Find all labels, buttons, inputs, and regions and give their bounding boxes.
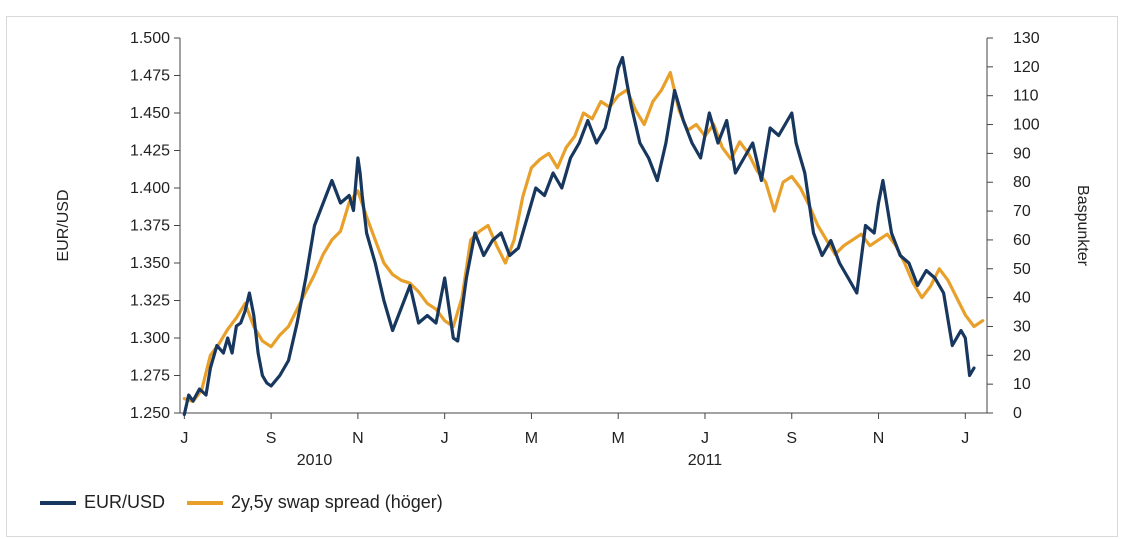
y-left-tick-label: 1.300 bbox=[130, 330, 170, 347]
y-right-tick-label: 110 bbox=[1013, 88, 1039, 105]
x-tick-label: J bbox=[441, 430, 449, 447]
x-tick-label: M bbox=[612, 430, 625, 447]
legend-label-swap-spread: 2y,5y swap spread (höger) bbox=[231, 492, 443, 512]
y-left-tick-label: 1.400 bbox=[130, 180, 170, 197]
y-left-tick-label: 1.350 bbox=[130, 255, 170, 272]
y-right-tick-label: 100 bbox=[1013, 117, 1040, 134]
legend-item-swap-spread: 2y,5y swap spread (höger) bbox=[187, 492, 443, 513]
y-right-tick-label: 130 bbox=[1013, 30, 1040, 47]
y-left-tick-label: 1.275 bbox=[130, 368, 170, 385]
axes-layer bbox=[174, 37, 993, 419]
y-left-tick-label: 1.500 bbox=[130, 30, 170, 47]
legend-label-eurusd: EUR/USD bbox=[84, 492, 166, 512]
chart-frame bbox=[6, 16, 1118, 537]
y-right-tick-label: 80 bbox=[1013, 174, 1031, 191]
y-left-tick-label: 1.475 bbox=[130, 68, 170, 85]
series-line-eurusd bbox=[182, 55, 976, 417]
y-left-tick-label: 1.425 bbox=[130, 143, 170, 160]
y-right-tick-label: 50 bbox=[1013, 261, 1031, 278]
legend-item-eurusd: EUR/USD bbox=[40, 492, 165, 513]
x-tick-label: S bbox=[266, 430, 277, 447]
y-right-tick-label: 10 bbox=[1013, 376, 1031, 393]
x-tick-label: J bbox=[701, 430, 709, 447]
x-tick-label: N bbox=[352, 430, 364, 447]
legend-swatch-eurusd bbox=[40, 500, 76, 505]
x-tick-label: J bbox=[180, 430, 188, 447]
x-year-label: 2011 bbox=[688, 452, 723, 469]
y-axis-right-title: Baspunkter bbox=[1074, 185, 1091, 267]
x-year-label: 2010 bbox=[297, 452, 333, 469]
y-right-tick-label: 70 bbox=[1013, 203, 1031, 220]
y-right-tick-label: 30 bbox=[1013, 318, 1031, 335]
y-left-tick-label: 1.325 bbox=[130, 293, 170, 310]
y-right-tick-label: 20 bbox=[1013, 347, 1031, 364]
y-left-tick-label: 1.250 bbox=[130, 405, 170, 422]
y-left-tick-label: 1.450 bbox=[130, 105, 170, 122]
x-tick-label: J bbox=[961, 430, 969, 447]
y-axis-left-title: EUR/USD bbox=[55, 189, 72, 261]
y-right-tick-label: 120 bbox=[1013, 59, 1040, 76]
y-right-tick-label: 90 bbox=[1013, 145, 1031, 162]
series-line-swap-spread bbox=[182, 70, 985, 404]
x-tick-label: M bbox=[525, 430, 538, 447]
labels-layer: 1.500 1.475 1.450 1.425 1.400 1.375 1.350 1.325… bbox=[55, 30, 1091, 469]
legend-swatch-swap-spread bbox=[187, 500, 224, 505]
y-right-tick-label: 40 bbox=[1013, 290, 1031, 307]
series-layer bbox=[182, 55, 985, 417]
chart-legend: EUR/USD 2y,5y swap spread (höger) bbox=[40, 492, 465, 513]
x-tick-label: S bbox=[786, 430, 797, 447]
y-right-tick-label: 0 bbox=[1013, 405, 1022, 422]
x-tick-label: N bbox=[873, 430, 885, 447]
y-right-tick-label: 60 bbox=[1013, 232, 1031, 249]
y-left-tick-label: 1.375 bbox=[130, 218, 170, 235]
